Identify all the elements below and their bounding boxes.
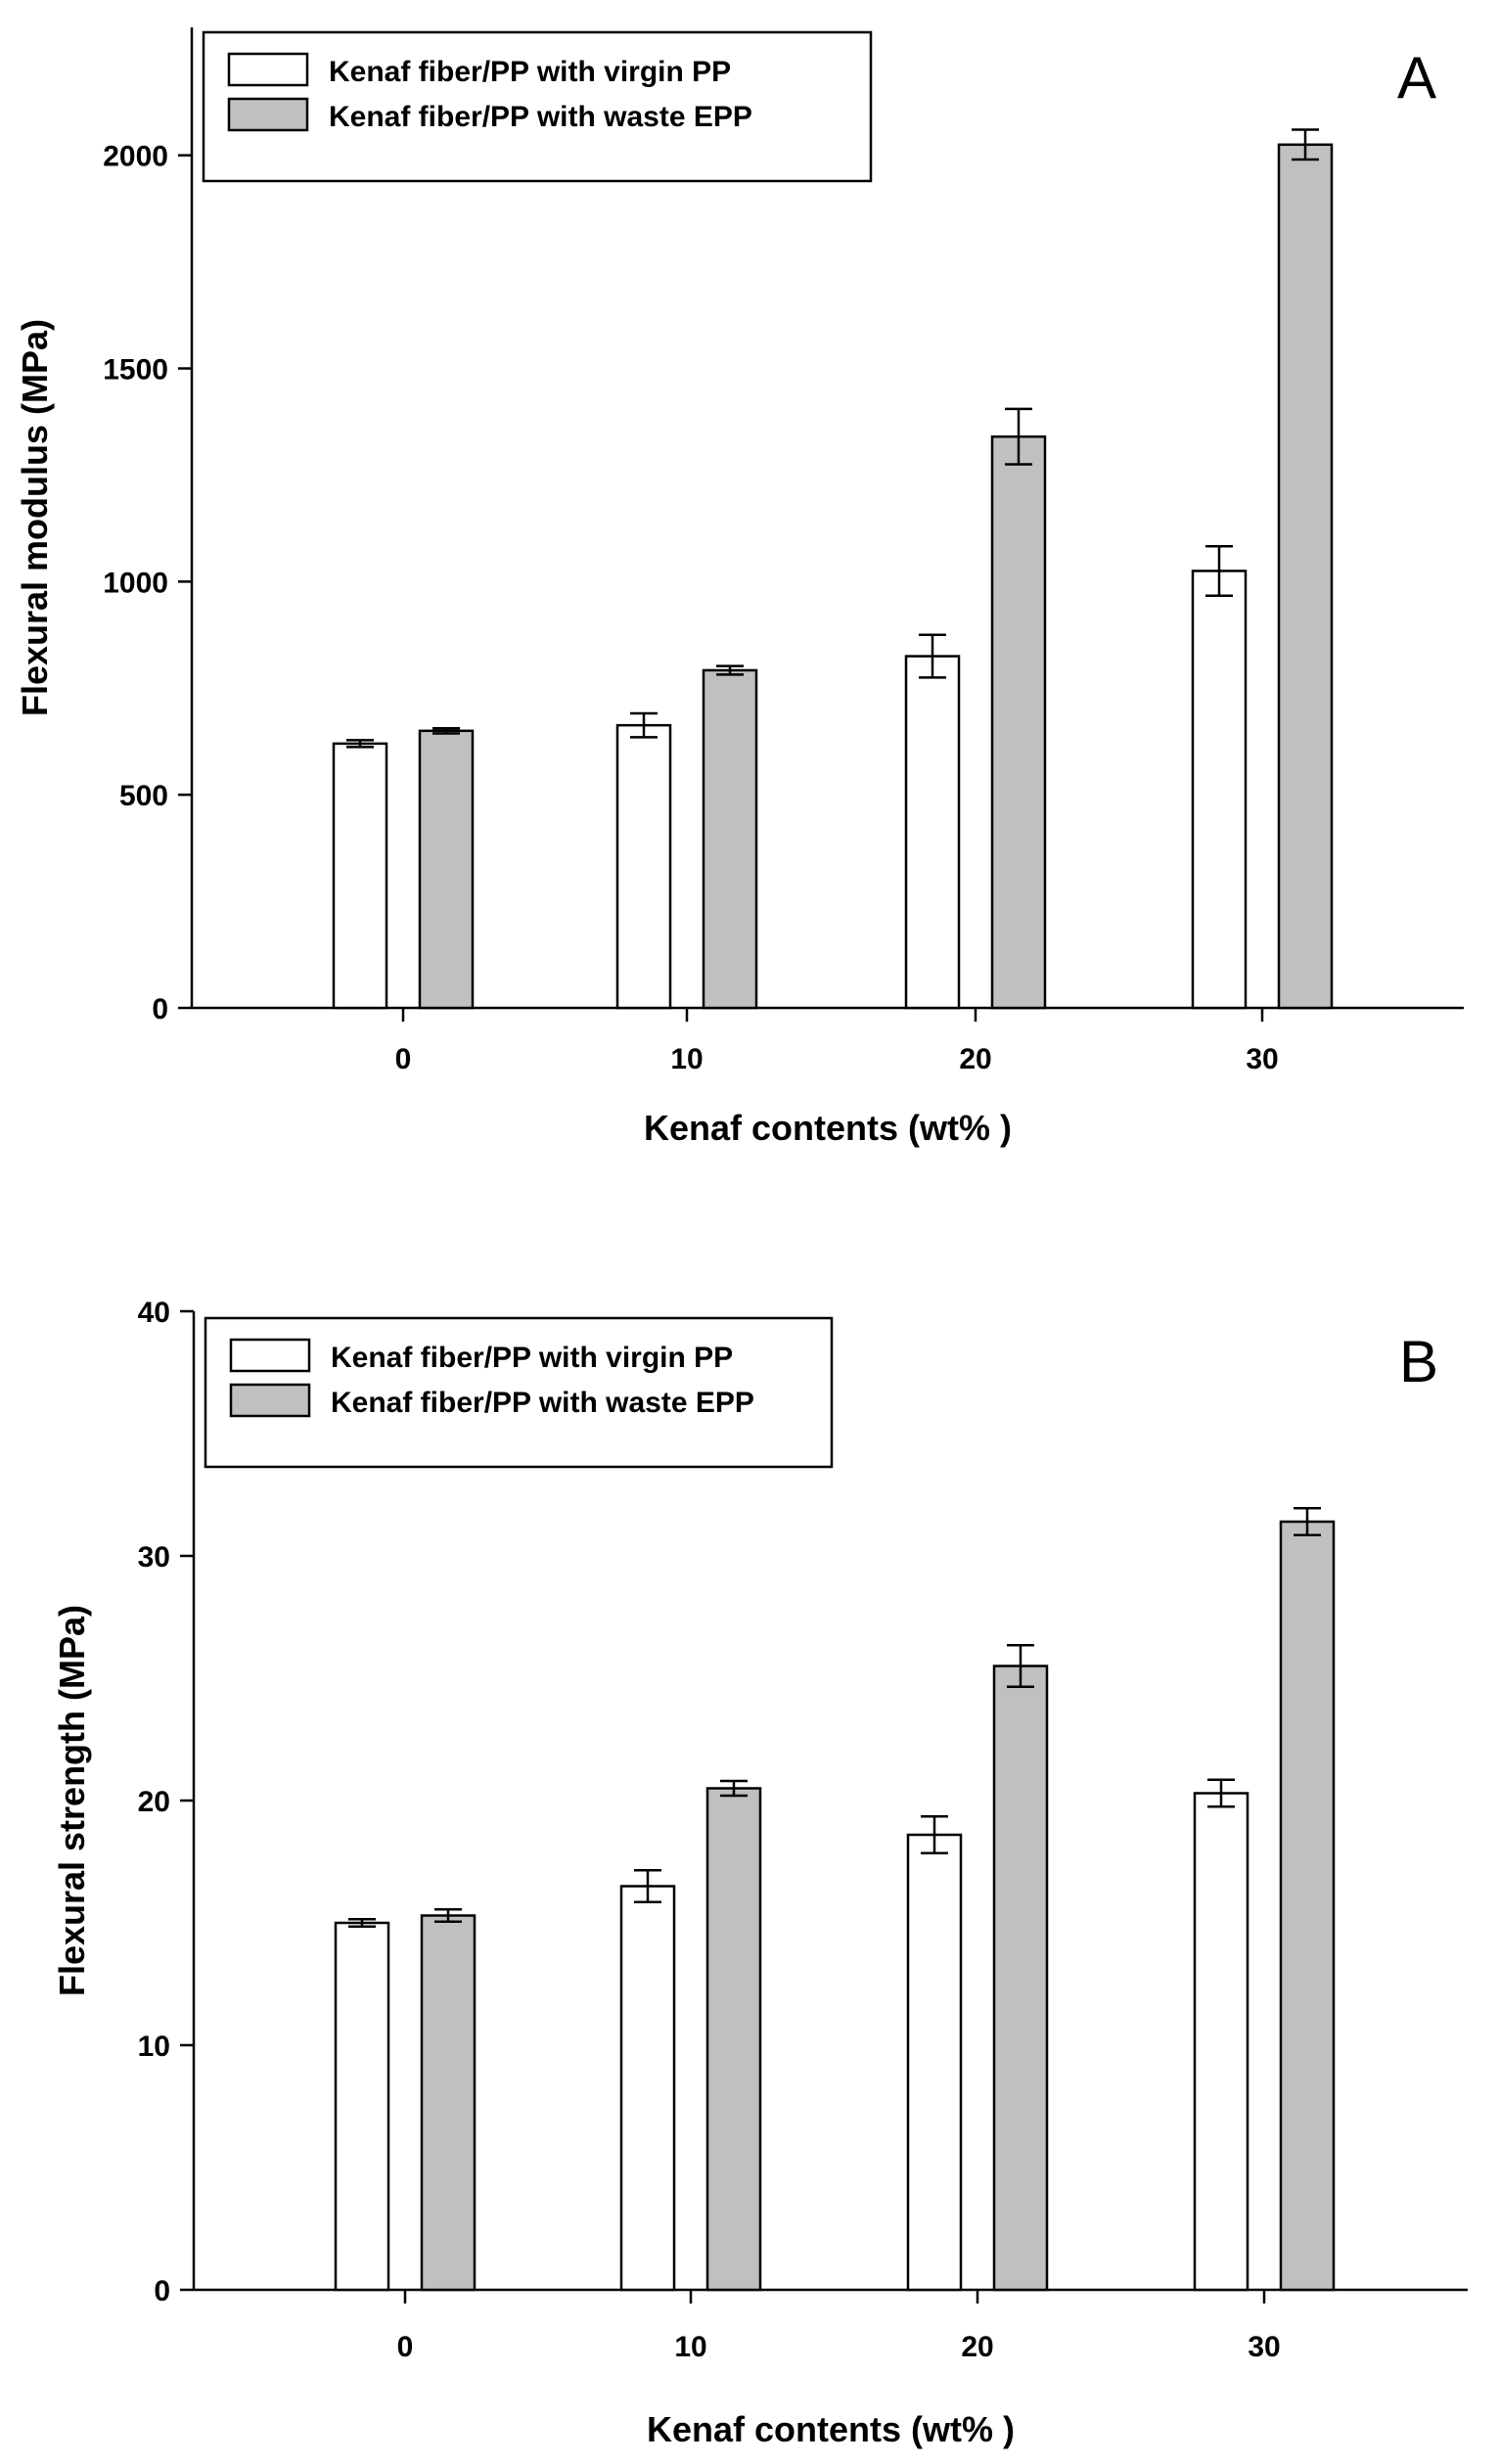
error-bar: [346, 739, 374, 749]
x-tick-label: 0: [397, 2331, 414, 2363]
x-axis-title: Kenaf contents (wt% ): [644, 1108, 1012, 1148]
error-bar: [432, 726, 460, 735]
y-tick-label: 20: [138, 1786, 170, 1818]
legend-label-virgin-pp: Kenaf fiber/PP with virgin PP: [331, 1342, 733, 1374]
legend-b: Kenaf fiber/PP with virgin PP Kenaf fibe…: [204, 1316, 834, 1469]
x-tick-label: 10: [670, 1043, 703, 1075]
chart-panel-a: 0 500 1000 1500 2000 0 10 20 30 Kenaf fiber/PP w…: [15, 27, 1464, 1148]
y-tick-label: 0: [152, 993, 168, 1026]
error-bar: [921, 1815, 948, 1854]
legend-swatch-virgin-pp: [229, 1338, 311, 1373]
x-tick-label: 10: [674, 2331, 706, 2363]
x-axis-title: Kenaf contents (wt% ): [647, 2409, 1015, 2449]
x-tick-label: 20: [961, 2331, 993, 2363]
bar-virgin-pp-20: [904, 655, 961, 1010]
x-tick-label: 30: [1246, 1043, 1278, 1075]
y-tick-label: 500: [119, 780, 168, 812]
error-bar: [1294, 1507, 1321, 1536]
x-tick-label: 30: [1248, 2331, 1280, 2363]
bar-waste-epp-30: [1279, 1520, 1336, 2292]
y-tick-label: 0: [154, 2275, 170, 2307]
error-bar: [720, 1779, 748, 1798]
bar-waste-epp-20: [990, 434, 1047, 1010]
bar-waste-epp-10: [702, 668, 758, 1010]
bar-virgin-pp-10: [615, 723, 672, 1010]
error-bar: [630, 711, 658, 739]
panel-label-b: B: [1399, 1329, 1438, 1394]
legend-swatch-waste-epp: [227, 97, 309, 132]
bar-waste-epp-20: [992, 1665, 1049, 2292]
error-bar: [1205, 544, 1233, 597]
panel-label-a: A: [1397, 45, 1436, 111]
bar-waste-epp-10: [705, 1787, 762, 2292]
error-bar: [1005, 407, 1032, 466]
x-tick-label: 0: [395, 1043, 412, 1075]
bar-virgin-pp-0: [334, 1921, 390, 2292]
error-bar: [1207, 1778, 1235, 1808]
y-tick-label: 2000: [103, 141, 168, 173]
error-bar: [1007, 1644, 1034, 1688]
y-axis-title: Flexural strength (MPa): [52, 1605, 92, 1996]
bar-waste-epp-30: [1277, 143, 1334, 1010]
bar-virgin-pp-30: [1191, 570, 1248, 1010]
bar-virgin-pp-10: [619, 1885, 676, 2292]
legend-label-waste-epp: Kenaf fiber/PP with waste EPP: [329, 101, 752, 133]
legend-label-waste-epp: Kenaf fiber/PP with waste EPP: [331, 1387, 754, 1419]
bar-virgin-pp-30: [1193, 1792, 1249, 2292]
error-bar: [1292, 128, 1319, 161]
bar-waste-epp-0: [420, 1914, 477, 2292]
y-axis-title: Flexural modulus (MPa): [15, 319, 55, 716]
y-tick-label: 1000: [103, 567, 168, 599]
error-bar: [634, 1869, 661, 1903]
error-bar: [919, 633, 946, 679]
error-bar: [716, 664, 744, 676]
bar-virgin-pp-20: [906, 1833, 963, 2292]
y-tick-label: 30: [138, 1541, 170, 1574]
error-bar: [348, 1918, 376, 1928]
y-tick-label: 1500: [103, 354, 168, 387]
legend-swatch-virgin-pp: [227, 52, 309, 87]
y-tick-label: 40: [138, 1297, 170, 1329]
y-tick-label: 10: [138, 2031, 170, 2063]
legend-box: [202, 30, 873, 183]
legend-label-virgin-pp: Kenaf fiber/PP with virgin PP: [329, 56, 731, 88]
bar-waste-epp-0: [418, 729, 475, 1010]
legend-swatch-waste-epp: [229, 1383, 311, 1418]
x-tick-label: 20: [959, 1043, 991, 1075]
legend-a: Kenaf fiber/PP with virgin PP Kenaf fibe…: [202, 30, 873, 183]
chart-panel-b: 0 10 20 30 40 0 10 20 30 Kenaf fiber/PP with vir…: [52, 1297, 1468, 2449]
bar-virgin-pp-0: [332, 742, 388, 1010]
error-bar: [434, 1908, 462, 1923]
